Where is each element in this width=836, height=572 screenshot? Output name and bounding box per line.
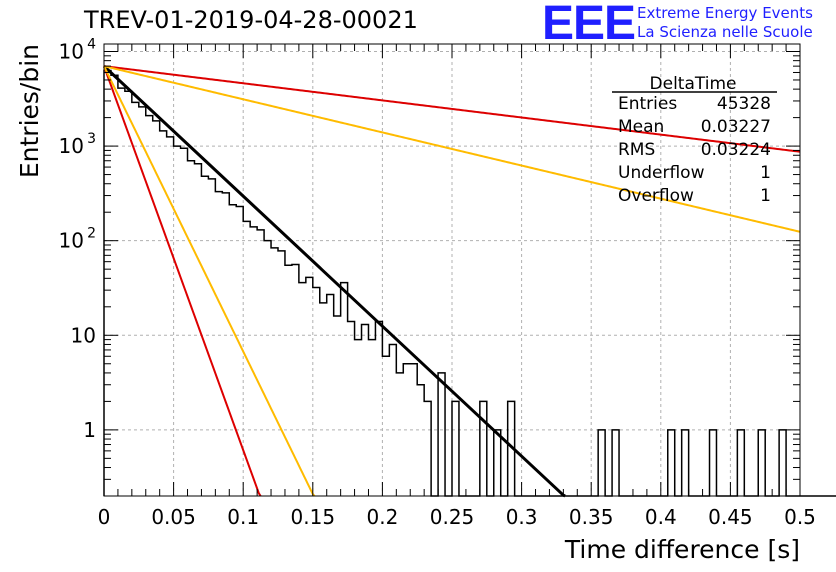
x-tick-label: 0.25 — [430, 505, 475, 529]
logo-line-2: La Scienza nelle Scuole — [637, 23, 813, 41]
stats-row-value: 45328 — [717, 94, 771, 114]
y-tick-exponent: 4 — [87, 36, 96, 52]
stats-row-value: 1 — [760, 163, 771, 183]
stats-row-label: RMS — [618, 140, 655, 160]
y-tick-label: 1 — [83, 418, 96, 442]
x-tick-label: 0.05 — [151, 505, 196, 529]
y-tick-label: 10 — [59, 39, 84, 63]
y-tick-label: 10 — [59, 229, 84, 253]
x-tick-label: 0.1 — [227, 505, 259, 529]
fit-curve-3 — [103, 65, 801, 233]
stats-row-value: 1 — [760, 186, 771, 206]
y-tick-exponent: 2 — [87, 226, 96, 242]
y-tick-exponent: 3 — [87, 131, 96, 147]
y-tick-label: 10 — [59, 134, 84, 158]
stats-row-value: 0.03227 — [701, 117, 771, 137]
logo-line-1: Extreme Energy Events — [637, 4, 813, 22]
x-tick-label: 0.4 — [645, 505, 677, 529]
x-tick-label: 0.15 — [291, 505, 336, 529]
x-tick-label: 0.5 — [784, 505, 816, 529]
x-tick-label: 0.45 — [708, 505, 753, 529]
y-tick-label: 10 — [71, 323, 96, 347]
eee-logo: EEE — [542, 0, 636, 50]
chart-title: TREV-01-2019-04-28-00021 — [84, 6, 418, 34]
fit-curve-1 — [102, 65, 566, 498]
x-tick-label: 0 — [98, 505, 111, 529]
fit-curve-4 — [103, 65, 262, 497]
stats-title: DeltaTime — [650, 74, 737, 94]
stats-row-label: Overflow — [618, 186, 694, 206]
fit-curve-5 — [103, 65, 316, 497]
x-axis-label: Time difference [s] — [564, 535, 800, 564]
stats-row-label: Entries — [618, 94, 677, 114]
x-tick-label: 0.2 — [366, 505, 398, 529]
stats-row-label: Underflow — [618, 163, 705, 183]
x-tick-label: 0.3 — [506, 505, 538, 529]
y-axis-label: Entries/bin — [15, 44, 44, 178]
x-tick-label: 0.35 — [569, 505, 614, 529]
stats-row-label: Mean — [618, 117, 664, 137]
stats-row-value: 0.03224 — [701, 140, 771, 160]
fit-curve-2 — [103, 65, 801, 153]
